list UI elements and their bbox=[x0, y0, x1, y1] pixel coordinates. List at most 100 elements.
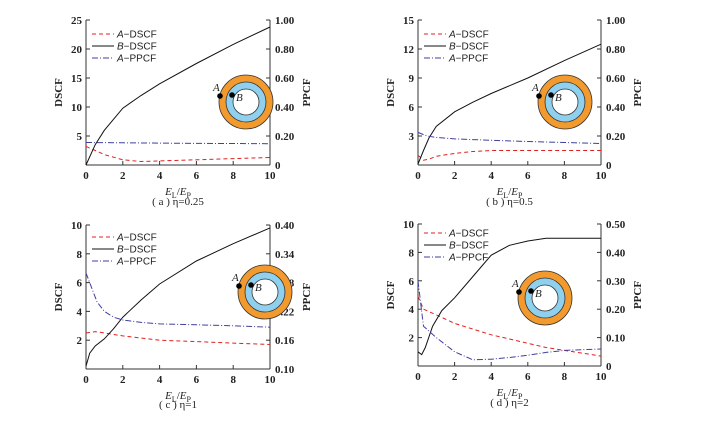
y-tick-label: 5 bbox=[77, 131, 83, 143]
legend-label: A−PPCF bbox=[116, 54, 156, 65]
point-a-marker bbox=[236, 283, 242, 289]
point-a-label: A bbox=[511, 278, 519, 290]
x-axis-label: EL/EP bbox=[496, 186, 523, 200]
y2-axis-label: PPCF bbox=[632, 78, 644, 106]
y-tick-label: 6 bbox=[77, 278, 83, 290]
point-a-label: A bbox=[531, 82, 539, 94]
legend-label: B−DSCF bbox=[449, 241, 489, 252]
y-tick-label: 3 bbox=[409, 131, 415, 143]
x-tick-label: 4 bbox=[157, 170, 163, 182]
inset-ring-diagram: AB bbox=[511, 270, 573, 326]
point-b-label: B bbox=[555, 92, 562, 104]
x-tick-label: 2 bbox=[452, 371, 458, 383]
y2-tick-label: 0 bbox=[275, 160, 281, 172]
point-b-label: B bbox=[236, 92, 243, 104]
x-tick-label: 0 bbox=[83, 374, 89, 386]
panel-caption: ( d ) η=2 bbox=[490, 397, 529, 409]
x-tick-label: 0 bbox=[415, 371, 421, 383]
chart-panel-c: 02468102468100.100.160.220.280.340.40DSC… bbox=[53, 220, 313, 411]
x-tick-label: 0 bbox=[83, 170, 89, 182]
x-tick-label: 4 bbox=[488, 371, 494, 383]
point-b-marker bbox=[548, 92, 554, 98]
y2-tick-label: 0.60 bbox=[606, 73, 626, 85]
legend-label: B−DSCF bbox=[117, 245, 157, 256]
legend-label: A−DSCF bbox=[116, 30, 157, 41]
x-axis-label: EL/EP bbox=[164, 390, 191, 404]
point-a-label: A bbox=[212, 82, 220, 94]
ring-hole bbox=[531, 284, 559, 312]
point-a-marker bbox=[536, 93, 542, 99]
x-tick-label: 4 bbox=[157, 374, 163, 386]
legend-label: A−DSCF bbox=[448, 30, 489, 41]
inset-ring-diagram: AB bbox=[212, 74, 274, 130]
y-tick-label: 25 bbox=[71, 15, 83, 27]
y2-tick-label: 0.80 bbox=[275, 44, 295, 56]
x-tick-label: 8 bbox=[562, 170, 568, 182]
series-line-b-dscf bbox=[85, 26, 271, 166]
y-tick-label: 10 bbox=[71, 220, 83, 232]
legend-label: B−DSCF bbox=[117, 42, 157, 53]
legend-label: B−DSCF bbox=[449, 42, 489, 53]
y2-tick-label: 0.50 bbox=[606, 219, 626, 231]
y2-tick-label: 0.40 bbox=[275, 220, 295, 232]
legend-label: A−DSCF bbox=[116, 233, 157, 244]
legend-label: A−PPCF bbox=[448, 253, 488, 264]
ring-hole bbox=[232, 88, 260, 116]
y-tick-label: 6 bbox=[409, 102, 415, 114]
y2-tick-label: 0.20 bbox=[606, 304, 626, 316]
y-axis-label: DSCF bbox=[385, 280, 397, 309]
x-tick-label: 6 bbox=[525, 170, 531, 182]
series-line-a-dscf bbox=[417, 150, 601, 161]
x-tick-label: 2 bbox=[120, 170, 126, 182]
y2-tick-label: 0.10 bbox=[606, 333, 626, 345]
series-line-a-ppcf bbox=[85, 272, 271, 328]
point-a-marker bbox=[217, 93, 223, 99]
y-tick-label: 8 bbox=[77, 249, 83, 261]
x-tick-label: 10 bbox=[265, 170, 277, 182]
series-line-b-dscf bbox=[85, 227, 271, 367]
y2-tick-label: 0.20 bbox=[606, 131, 626, 143]
point-b-marker bbox=[248, 282, 254, 288]
series-line-a-dscf bbox=[417, 296, 602, 357]
y2-axis-label: PPCF bbox=[301, 283, 313, 311]
y-tick-label: 20 bbox=[71, 44, 83, 56]
x-tick-label: 6 bbox=[525, 371, 531, 383]
panel-caption: ( a ) η=0.25 bbox=[152, 196, 204, 208]
y2-tick-label: 0.34 bbox=[275, 249, 295, 261]
y-axis-label: DSCF bbox=[53, 282, 65, 311]
y-tick-label: 8 bbox=[409, 247, 415, 259]
x-tick-label: 10 bbox=[265, 374, 277, 386]
ring-hole bbox=[251, 278, 279, 306]
y-tick-label: 4 bbox=[409, 304, 415, 316]
panel-caption: ( b ) η=0.5 bbox=[486, 196, 533, 208]
series-line-b-dscf bbox=[417, 237, 601, 356]
y-axis-label: DSCF bbox=[53, 78, 65, 107]
chart-panel-b: 0 2 4 6 8 10 3 6 9 12 15 0 0.20 0.40 0.60 0.80 1.00 DSCF P… bbox=[385, 15, 644, 208]
y2-tick-label: 0.10 bbox=[275, 364, 295, 376]
series-line-a-dscf bbox=[85, 331, 271, 345]
x-tick-label: 4 bbox=[488, 170, 494, 182]
series-line-a-dscf bbox=[85, 145, 271, 163]
point-b-marker bbox=[229, 92, 235, 98]
y2-tick-label: 0.16 bbox=[275, 335, 295, 347]
x-tick-label: 6 bbox=[194, 374, 200, 386]
x-tick-label: 10 bbox=[596, 170, 608, 182]
chart-panel-a: 0 2 4 6 8 10 5 10 15 20 25 0 0.20 0.40 0.60 0.80 1.00 DSC… bbox=[53, 15, 313, 208]
inset-ring-diagram: AB bbox=[231, 264, 293, 320]
y2-tick-label: 0.40 bbox=[275, 102, 295, 114]
point-a-label: A bbox=[231, 272, 239, 284]
x-tick-label: 8 bbox=[230, 374, 236, 386]
series-line-a-ppcf bbox=[85, 142, 271, 145]
x-axis-label: EL/EP bbox=[496, 387, 523, 401]
legend-label: A−PPCF bbox=[116, 257, 156, 268]
x-tick-label: 10 bbox=[596, 371, 608, 383]
y2-tick-label: 0.80 bbox=[606, 44, 626, 56]
legend-label: A−DSCF bbox=[448, 229, 489, 240]
point-b-label: B bbox=[255, 282, 262, 294]
series-line-a-ppcf bbox=[417, 131, 602, 144]
y-tick-label: 10 bbox=[71, 102, 83, 114]
